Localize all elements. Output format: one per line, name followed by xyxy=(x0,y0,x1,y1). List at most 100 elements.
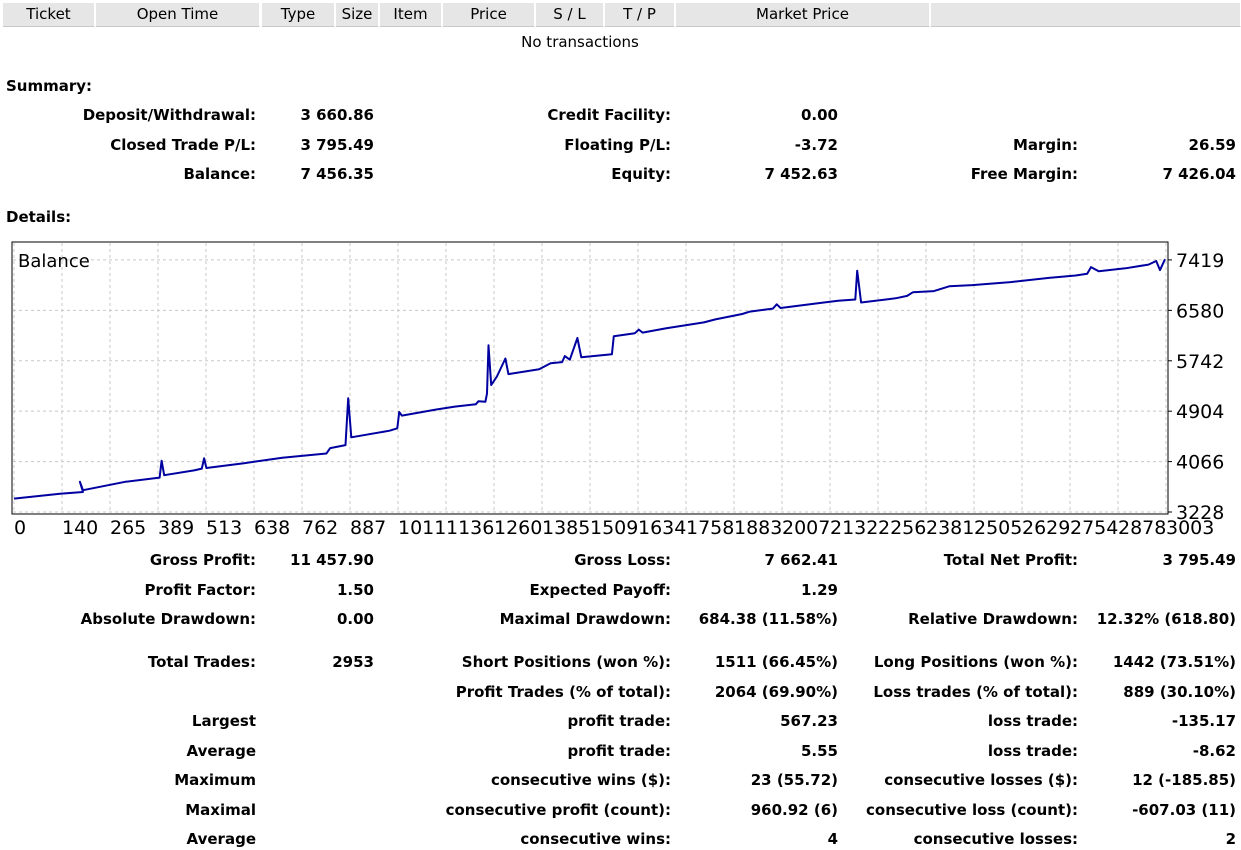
details-value: 2 xyxy=(1225,830,1236,848)
details-value: 5.55 xyxy=(800,742,838,760)
details-label: profit trade: xyxy=(567,742,671,760)
details-value: 0.00 xyxy=(336,610,374,628)
summary-title: Summary: xyxy=(6,77,93,95)
x-tick-label: 1509 xyxy=(590,517,638,539)
x-tick-label: 2132 xyxy=(830,517,878,539)
details-label: Maximum xyxy=(174,771,256,789)
y-tick-label: 6580 xyxy=(1176,300,1224,322)
details-value: 7 662.41 xyxy=(764,551,838,569)
x-tick-label: 2754 xyxy=(1070,517,1118,539)
summary-value: 3 795.49 xyxy=(300,136,374,154)
details-label: loss trade: xyxy=(987,712,1078,730)
details-label: Total Net Profit: xyxy=(943,551,1078,569)
details-label: consecutive wins ($): xyxy=(490,771,671,789)
details-value: 960.92 (6) xyxy=(750,801,838,819)
x-tick-label: 140 xyxy=(62,517,98,539)
details-title: Details: xyxy=(6,208,72,226)
details-label: profit trade: xyxy=(567,712,671,730)
y-tick-label: 3228 xyxy=(1176,502,1224,524)
column-header-size[interactable]: Size xyxy=(336,3,379,27)
x-tick-label: 2256 xyxy=(878,517,926,539)
x-tick-label: 1011 xyxy=(398,517,446,539)
column-header-type[interactable]: Type xyxy=(262,3,335,27)
details-value: -607.03 (11) xyxy=(1132,801,1236,819)
summary-value: -3.72 xyxy=(794,136,838,154)
x-tick-label: 762 xyxy=(302,517,338,539)
no-transactions-message: No transactions xyxy=(521,33,639,51)
x-tick-label: 1260 xyxy=(494,517,542,539)
summary-label: Balance: xyxy=(183,165,256,183)
column-header-t-p[interactable]: T / P xyxy=(605,3,675,27)
summary-label: Free Margin: xyxy=(970,165,1078,183)
chart-series xyxy=(13,258,1166,500)
details-label: consecutive wins: xyxy=(520,830,671,848)
details-label: consecutive losses: xyxy=(913,830,1078,848)
details-value: 567.23 xyxy=(780,712,838,730)
x-tick-label: 887 xyxy=(350,517,386,539)
details-label: Loss trades (% of total): xyxy=(873,683,1078,701)
details-value: 1511 (66.45%) xyxy=(714,653,838,671)
balance-line xyxy=(13,258,1166,500)
x-tick-label: 2505 xyxy=(974,517,1022,539)
details-value: -135.17 xyxy=(1171,712,1236,730)
details-label: consecutive profit (count): xyxy=(445,801,671,819)
summary-value: 26.59 xyxy=(1188,136,1236,154)
summary-value: 0.00 xyxy=(800,106,838,124)
column-header-item[interactable]: Item xyxy=(380,3,442,27)
column-header-price[interactable]: Price xyxy=(443,3,535,27)
details-value: 684.38 (11.58%) xyxy=(698,610,838,628)
details-value: 12 (-185.85) xyxy=(1132,771,1236,789)
details-value: 23 (55.72) xyxy=(750,771,838,789)
x-tick-label: 2878 xyxy=(1118,517,1166,539)
chart-title: Balance xyxy=(18,251,90,272)
details-label: Absolute Drawdown: xyxy=(80,610,256,628)
chart-grid xyxy=(13,243,1167,513)
x-tick-label: 3003 xyxy=(1166,517,1214,539)
details-value: 1.50 xyxy=(336,581,374,599)
details-value: 2953 xyxy=(332,653,374,671)
summary-value: 7 456.35 xyxy=(300,165,374,183)
details-label: Long Positions (won %): xyxy=(873,653,1078,671)
column-header-empty[interactable] xyxy=(931,3,1241,27)
summary-label: Credit Facility: xyxy=(547,106,671,124)
y-axis-ticks: 3228 4066 4904 5742 6580 7419 xyxy=(1168,250,1224,524)
summary-value: 7 426.04 xyxy=(1162,165,1236,183)
details-label: loss trade: xyxy=(987,742,1078,760)
x-tick-label: 2007 xyxy=(782,517,830,539)
summary-label: Floating P/L: xyxy=(564,136,671,154)
details-label: Profit Trades (% of total): xyxy=(455,683,671,701)
y-tick-label: 4904 xyxy=(1176,401,1224,423)
summary-label: Equity: xyxy=(611,165,671,183)
details-value: 2064 (69.90%) xyxy=(714,683,838,701)
column-header-market-price[interactable]: Market Price xyxy=(676,3,930,27)
column-header-ticket[interactable]: Ticket xyxy=(3,3,95,27)
y-tick-label: 5742 xyxy=(1176,351,1224,373)
x-tick-label: 1385 xyxy=(542,517,590,539)
x-tick-label: 0 xyxy=(14,517,26,539)
details-label: Profit Factor: xyxy=(144,581,256,599)
details-label: Relative Drawdown: xyxy=(908,610,1078,628)
summary-label: Closed Trade P/L: xyxy=(110,136,256,154)
balance-chart: Balance 3228 4066 4904 5742 6580 7419 0 140 265… xyxy=(11,241,1224,539)
details-label: Gross Profit: xyxy=(149,551,256,569)
details-label: Expected Payoff: xyxy=(529,581,671,599)
details-value: 4 xyxy=(827,830,838,848)
column-header-s-l[interactable]: S / L xyxy=(536,3,604,27)
x-tick-label: 1136 xyxy=(446,517,494,539)
x-tick-label: 389 xyxy=(158,517,194,539)
x-tick-label: 638 xyxy=(254,517,290,539)
x-tick-label: 2629 xyxy=(1022,517,1070,539)
y-tick-label: 7419 xyxy=(1176,250,1224,272)
details-value: 889 (30.10%) xyxy=(1123,683,1236,701)
x-tick-label: 265 xyxy=(110,517,146,539)
summary-label: Deposit/Withdrawal: xyxy=(82,106,256,124)
details-value: -8.62 xyxy=(1192,742,1236,760)
details-label: Short Positions (won %): xyxy=(461,653,671,671)
column-header-open-time[interactable]: Open Time xyxy=(96,3,260,27)
summary-value: 7 452.63 xyxy=(764,165,838,183)
details-label: consecutive losses ($): xyxy=(884,771,1078,789)
details-label: Average xyxy=(186,742,256,760)
summary-value: 3 660.86 xyxy=(300,106,374,124)
y-tick-label: 4066 xyxy=(1176,452,1224,474)
x-tick-label: 1634 xyxy=(638,517,686,539)
